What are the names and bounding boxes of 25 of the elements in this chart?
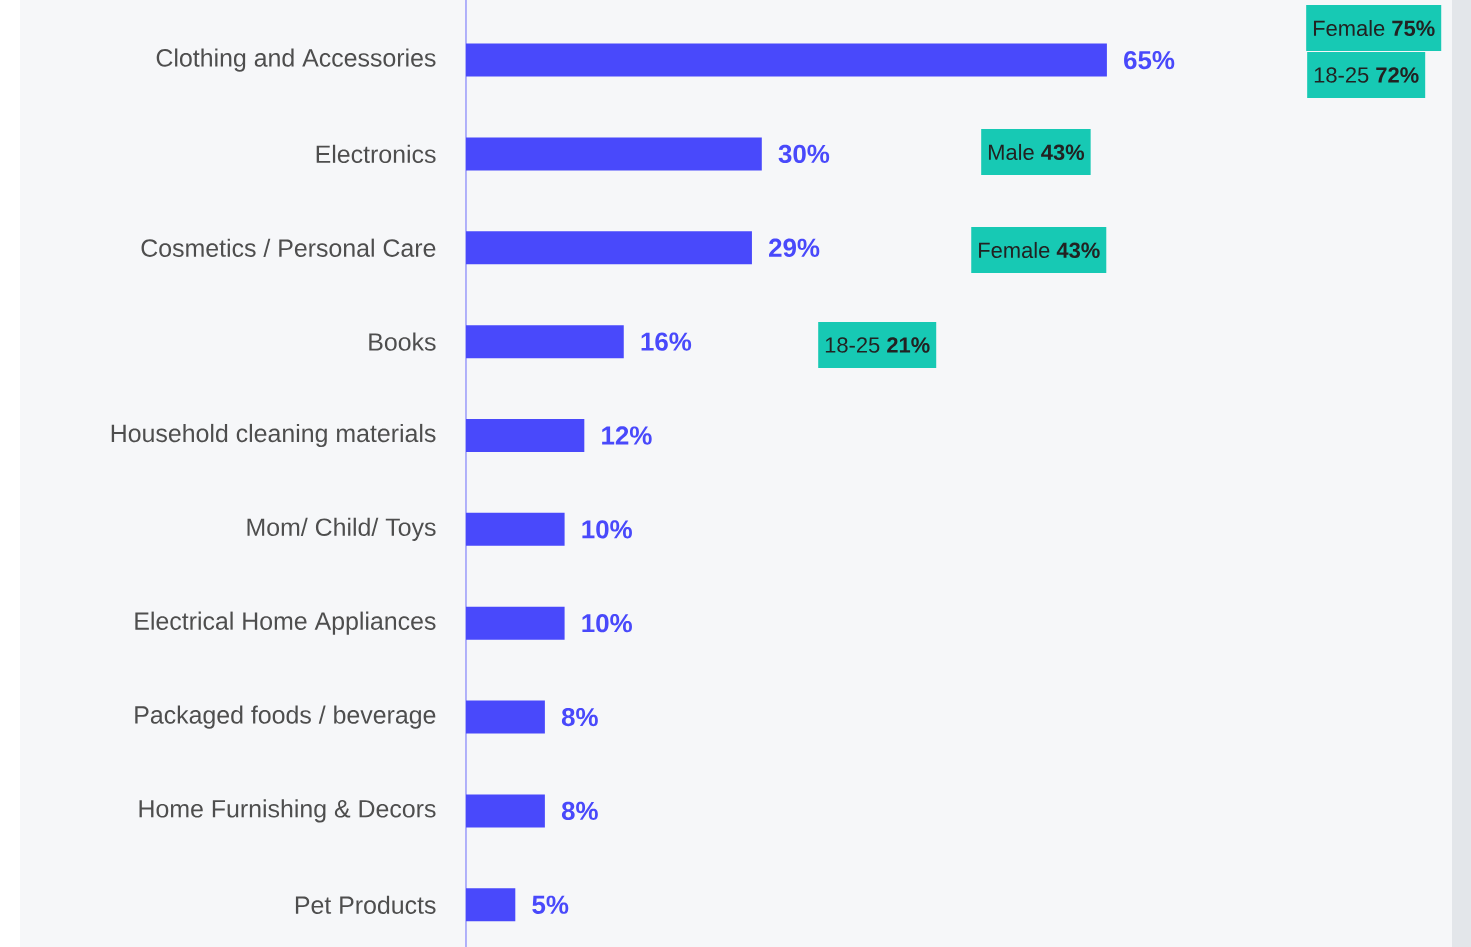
data-label: 5%	[532, 895, 569, 914]
data-label: 16%	[641, 332, 692, 351]
data-label: 8%	[561, 801, 598, 821]
annotation: 18-25 21%	[825, 337, 930, 353]
data-label: 30%	[778, 144, 830, 164]
data-label: 12%	[602, 426, 652, 445]
annotation: Female 75%	[1313, 19, 1435, 37]
y-tick-label: Clothing and Accessories	[156, 48, 436, 72]
y-tick-label: Household cleaning materials	[111, 423, 436, 448]
y-tick-label: Home Furnishing & Decors	[139, 799, 436, 823]
annotation: Female 43%	[979, 241, 1100, 259]
data-label: 65%	[1124, 50, 1175, 70]
data-label: 8%	[561, 707, 598, 727]
y-tick-label: Electronics	[316, 144, 436, 164]
y-tick-label: Cosmetics / Personal Care	[141, 238, 436, 257]
y-tick-label: Electrical Home Appliances	[135, 611, 436, 635]
y-tick-label: Mom/ Child/ Toys	[247, 517, 436, 541]
data-label: 10%	[582, 614, 632, 633]
data-label: 29%	[769, 238, 820, 257]
annotation: 18-25 72%	[1314, 67, 1419, 83]
annotation: Male 43%	[988, 143, 1085, 161]
y-tick-label: Packaged foods / beverage	[135, 705, 436, 729]
y-tick-label: Pet Products	[295, 895, 436, 914]
data-label: 10%	[582, 520, 632, 539]
y-tick-label: Books	[369, 332, 436, 351]
